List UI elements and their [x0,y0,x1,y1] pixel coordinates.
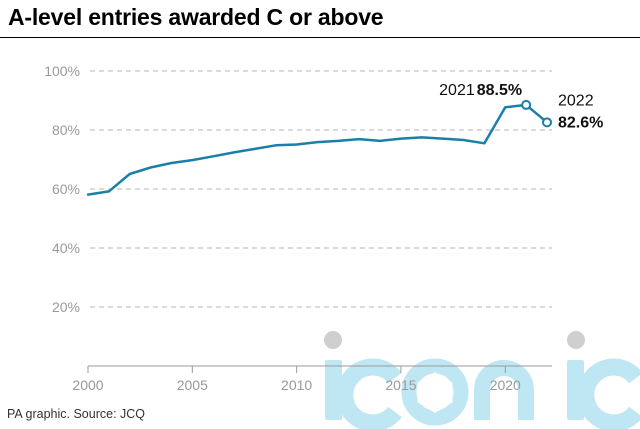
chart-title: A-level entries awarded C or above [8,4,384,30]
data-point-2022 [542,117,552,128]
title-divider [0,37,640,38]
data-point-2021 [521,99,532,110]
x-tick-label: 2020 [490,377,521,393]
y-tick-label: 60% [52,181,80,197]
annotation-2022-year: 2022 [558,92,594,109]
annotation-2021: 2021 88.5% [439,82,522,99]
annotation-2022-value: 82.6% [558,114,603,131]
x-tick-label: 2015 [385,377,416,393]
annotation-year: 2021 [439,82,475,99]
source-footnote: PA graphic. Source: JCQ [7,407,146,421]
x-tick-label: 2010 [281,377,312,393]
y-tick-label: 80% [52,122,80,138]
y-tick-label: 40% [52,240,80,256]
x-tick-label: 2000 [72,377,103,393]
annotation-value: 88.5% [477,82,522,99]
x-tick-label: 2005 [177,377,208,393]
iconic-watermark-logo [324,331,640,429]
y-tick-label: 100% [44,63,80,79]
series-line [86,103,549,196]
y-tick-label: 20% [52,299,80,315]
